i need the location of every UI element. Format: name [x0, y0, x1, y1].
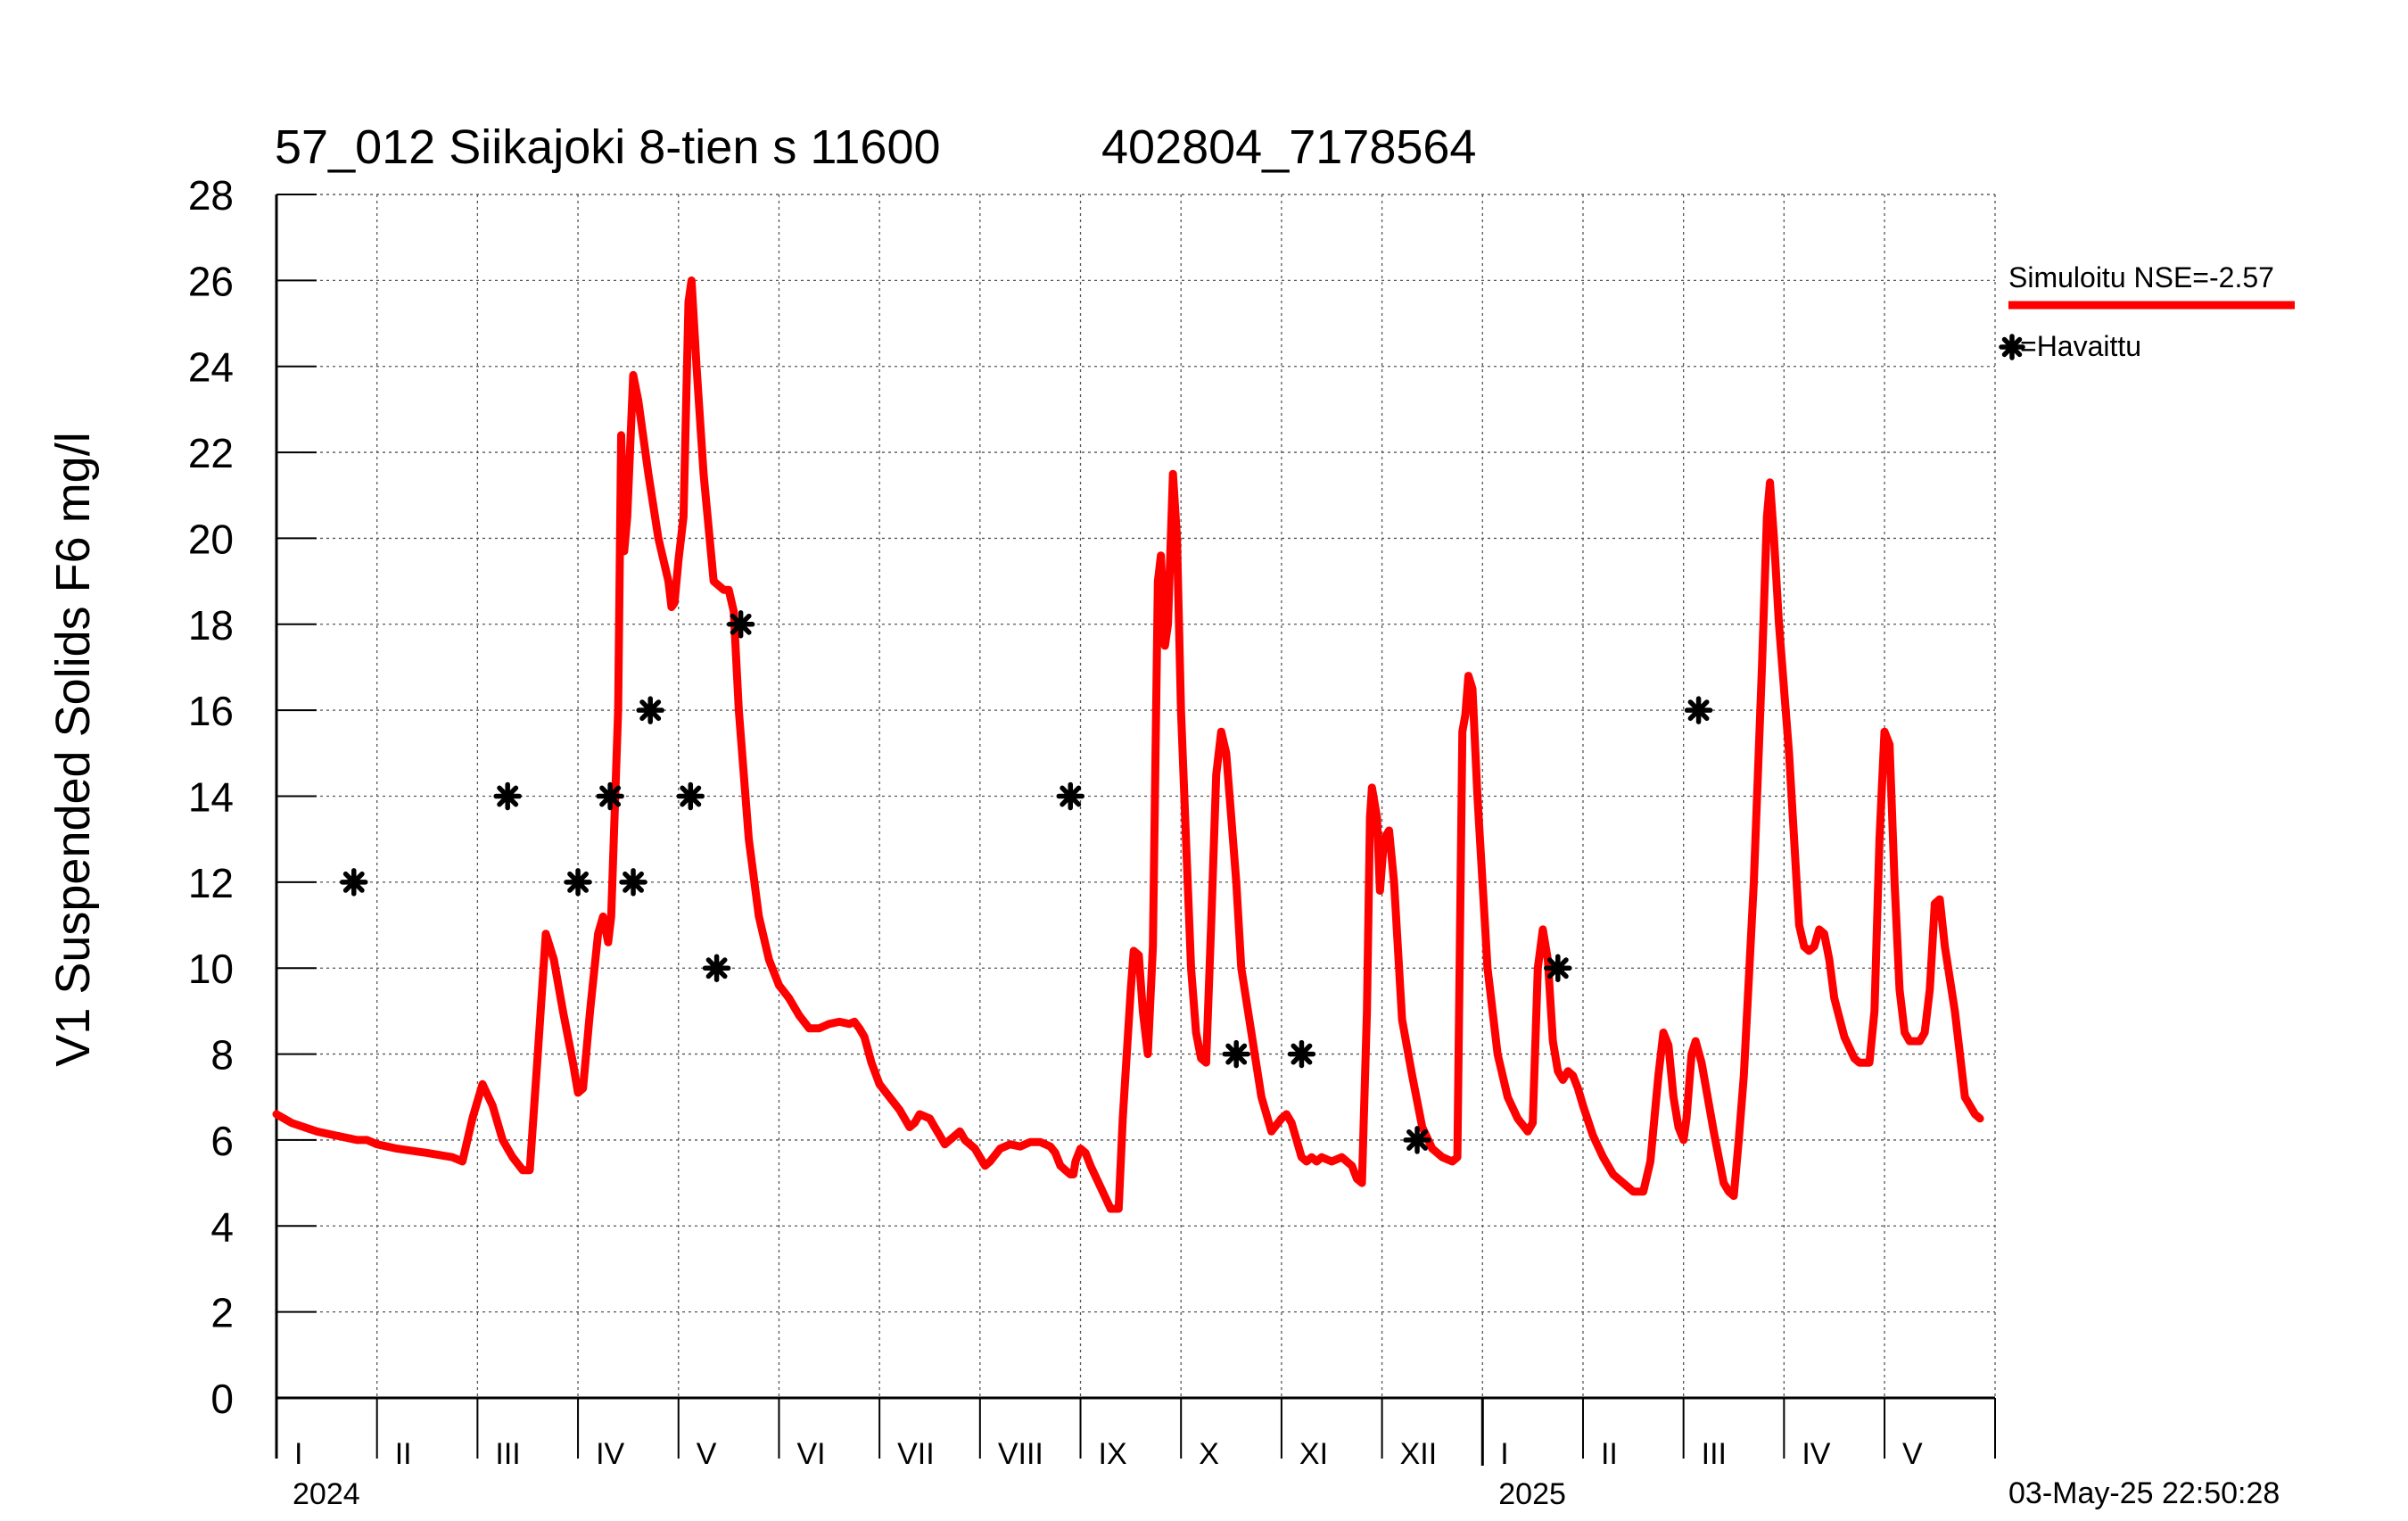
- y-tick-label: 18: [188, 602, 234, 649]
- x-tick-label: X: [1199, 1437, 1219, 1471]
- x-tick-label: VIII: [998, 1437, 1043, 1471]
- y-tick-label: 12: [188, 860, 234, 906]
- x-tick-label: IX: [1099, 1437, 1127, 1471]
- observation-point: [340, 868, 368, 897]
- y-tick-label: 8: [210, 1032, 234, 1079]
- x-tick-label: I: [1500, 1437, 1508, 1471]
- observation-point: [596, 781, 624, 811]
- y-tick-label: 14: [188, 774, 234, 821]
- y-tick-label: 4: [210, 1203, 234, 1250]
- x-tick-label: XI: [1299, 1437, 1328, 1471]
- x-tick-label: VI: [796, 1437, 825, 1471]
- x-tick-label: V: [697, 1437, 717, 1471]
- observation-point: [1222, 1039, 1250, 1069]
- observation-point: [676, 781, 705, 811]
- legend-label-observed: =Havaittu: [2020, 330, 2141, 362]
- x-year-label: 2025: [1498, 1477, 1566, 1511]
- chart-title: 57_012 Siikajoki 8-tien s 11600: [275, 120, 941, 174]
- observation-point: [726, 610, 755, 639]
- y-tick-label: 26: [188, 258, 234, 304]
- observation-point: [1544, 954, 1572, 982]
- legend-asterisk-mark: [1999, 334, 2025, 360]
- observation-point: [493, 781, 522, 811]
- x-tick-label: II: [395, 1437, 412, 1471]
- legend-label-simulated: Simuloitu NSE=-2.57: [2008, 261, 2274, 293]
- x-tick-label: II: [1601, 1437, 1618, 1471]
- observation-point: [1056, 781, 1085, 811]
- series: [272, 276, 1984, 1213]
- y-tick-label: 2: [210, 1290, 234, 1336]
- observation-point: [564, 868, 592, 897]
- timestamp: 03-May-25 22:50:28: [2008, 1476, 2280, 1510]
- observation-point: [636, 696, 664, 724]
- y-tick-label: 22: [188, 430, 234, 476]
- x-tick-label: V: [1902, 1437, 1923, 1471]
- y-tick-label: 24: [188, 344, 234, 391]
- series-line-simulated: [272, 276, 1984, 1213]
- x-tick-label: IV: [1802, 1437, 1830, 1471]
- observation-point: [1403, 1126, 1431, 1154]
- observation-point: [619, 868, 647, 897]
- y-tick-label: 28: [188, 172, 234, 219]
- observation-point: [1287, 1039, 1316, 1069]
- x-tick-label: IV: [596, 1437, 624, 1471]
- y-tick-label: 16: [188, 688, 234, 734]
- y-axis-label: V1 Suspended Solids F6 mg/l: [46, 432, 100, 1066]
- observation-point: [702, 954, 731, 982]
- axes: 0246810121416182022242628IIIIIIIVVVIVIIV…: [188, 172, 1996, 1511]
- legend: Simuloitu NSE=-2.57 =Havaittu: [1999, 261, 2295, 362]
- x-tick-label: XII: [1400, 1437, 1438, 1471]
- grid: [276, 194, 1996, 1398]
- y-tick-label: 0: [210, 1376, 234, 1422]
- x-tick-label: VII: [897, 1437, 935, 1471]
- y-tick-label: 20: [188, 516, 234, 562]
- station-code: 402804_7178564: [1101, 120, 1476, 174]
- y-tick-label: 10: [188, 946, 234, 992]
- legend-asterisk-icon: [1999, 334, 2025, 360]
- x-tick-label: III: [1702, 1437, 1727, 1471]
- observations: [340, 610, 1713, 1154]
- x-year-label: 2024: [293, 1477, 360, 1511]
- x-tick-label: III: [495, 1437, 520, 1471]
- y-tick-label: 6: [210, 1118, 234, 1164]
- observation-point: [1684, 696, 1713, 724]
